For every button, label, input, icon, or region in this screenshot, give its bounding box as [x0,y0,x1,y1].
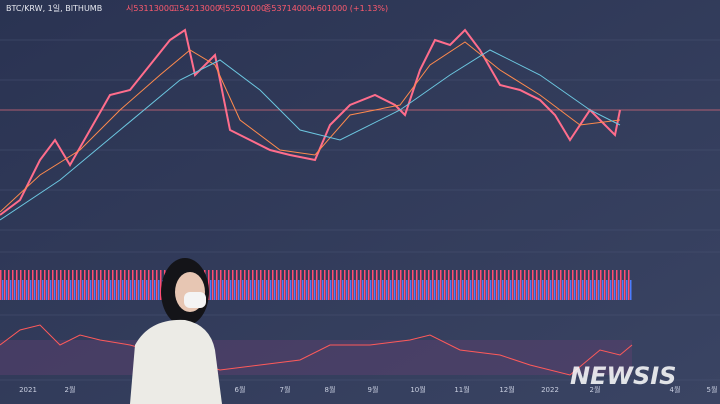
person [130,258,222,404]
rsi-band [0,340,632,375]
open: 시53113000 [126,4,174,13]
grid [0,39,720,381]
x-label: 2월 [65,385,76,394]
x-label: 6월 [235,385,246,394]
volume-bars [0,258,632,312]
watermark: NEWSIS [570,362,676,390]
ma-long [0,49,621,221]
x-label: 2022 [541,386,559,394]
x-label: 7월 [280,385,291,394]
close: 종53714000 [264,4,312,13]
x-label: 11월 [454,385,469,394]
x-label: 5월 [707,385,718,394]
x-label: 2월 [590,385,601,394]
low: 저52501000 [218,4,266,13]
price-curve [0,28,621,216]
x-axis: 2021 2월 6월 7월 8월 9월 10월 11월 12월 2022 2월 … [19,385,717,394]
symbol: BTC/KRW, 1일, BITHUMB [6,4,102,13]
high: 고54213000 [172,4,220,13]
change: +601000 (+1.13%) [310,4,388,13]
ma-short [0,41,621,213]
x-label: 4월 [670,385,681,394]
x-label: 12월 [499,385,514,394]
x-label: 2021 [19,386,37,394]
x-label: 10월 [410,385,425,394]
x-label: 9월 [368,385,379,394]
rsi-line [0,324,633,376]
x-label: 8월 [325,385,336,394]
